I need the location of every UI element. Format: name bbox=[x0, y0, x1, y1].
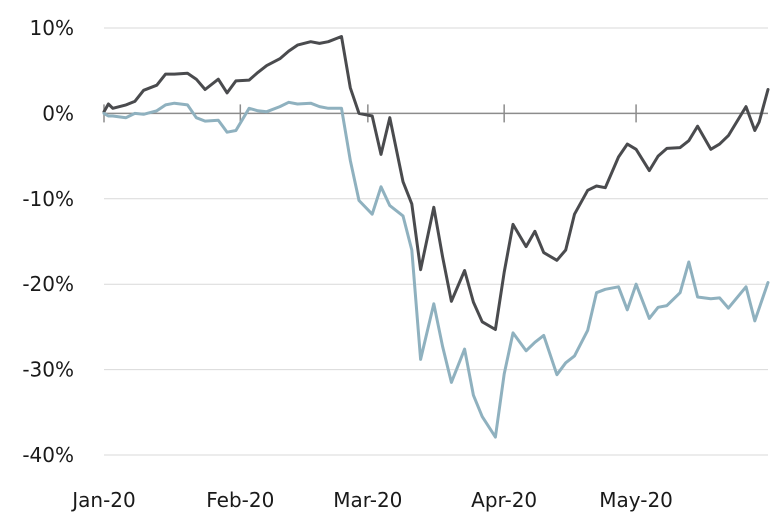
x-tick-label: Jan-20 bbox=[70, 488, 136, 512]
y-tick-label: -10% bbox=[22, 187, 74, 211]
x-axis-ticks: Jan-20 Feb-20 Mar-20 Apr-20 May-20 bbox=[70, 104, 673, 512]
y-tick-label: 10% bbox=[30, 16, 74, 40]
y-axis-ticks: 10% 0% -10% -20% -30% -40% bbox=[22, 16, 74, 467]
x-tick-label: Feb-20 bbox=[206, 488, 274, 512]
y-tick-label: -20% bbox=[22, 272, 74, 296]
series-lines bbox=[102, 35, 770, 439]
y-tick-label: -40% bbox=[22, 443, 74, 467]
series-line-1 bbox=[102, 35, 770, 331]
gridlines bbox=[104, 27, 768, 456]
series-line-2 bbox=[102, 100, 770, 439]
x-tick-label: Mar-20 bbox=[333, 488, 402, 512]
y-tick-label: -30% bbox=[22, 358, 74, 382]
x-tick-label: Apr-20 bbox=[471, 488, 537, 512]
x-tick-label: May-20 bbox=[599, 488, 673, 512]
y-tick-label: 0% bbox=[42, 101, 74, 125]
